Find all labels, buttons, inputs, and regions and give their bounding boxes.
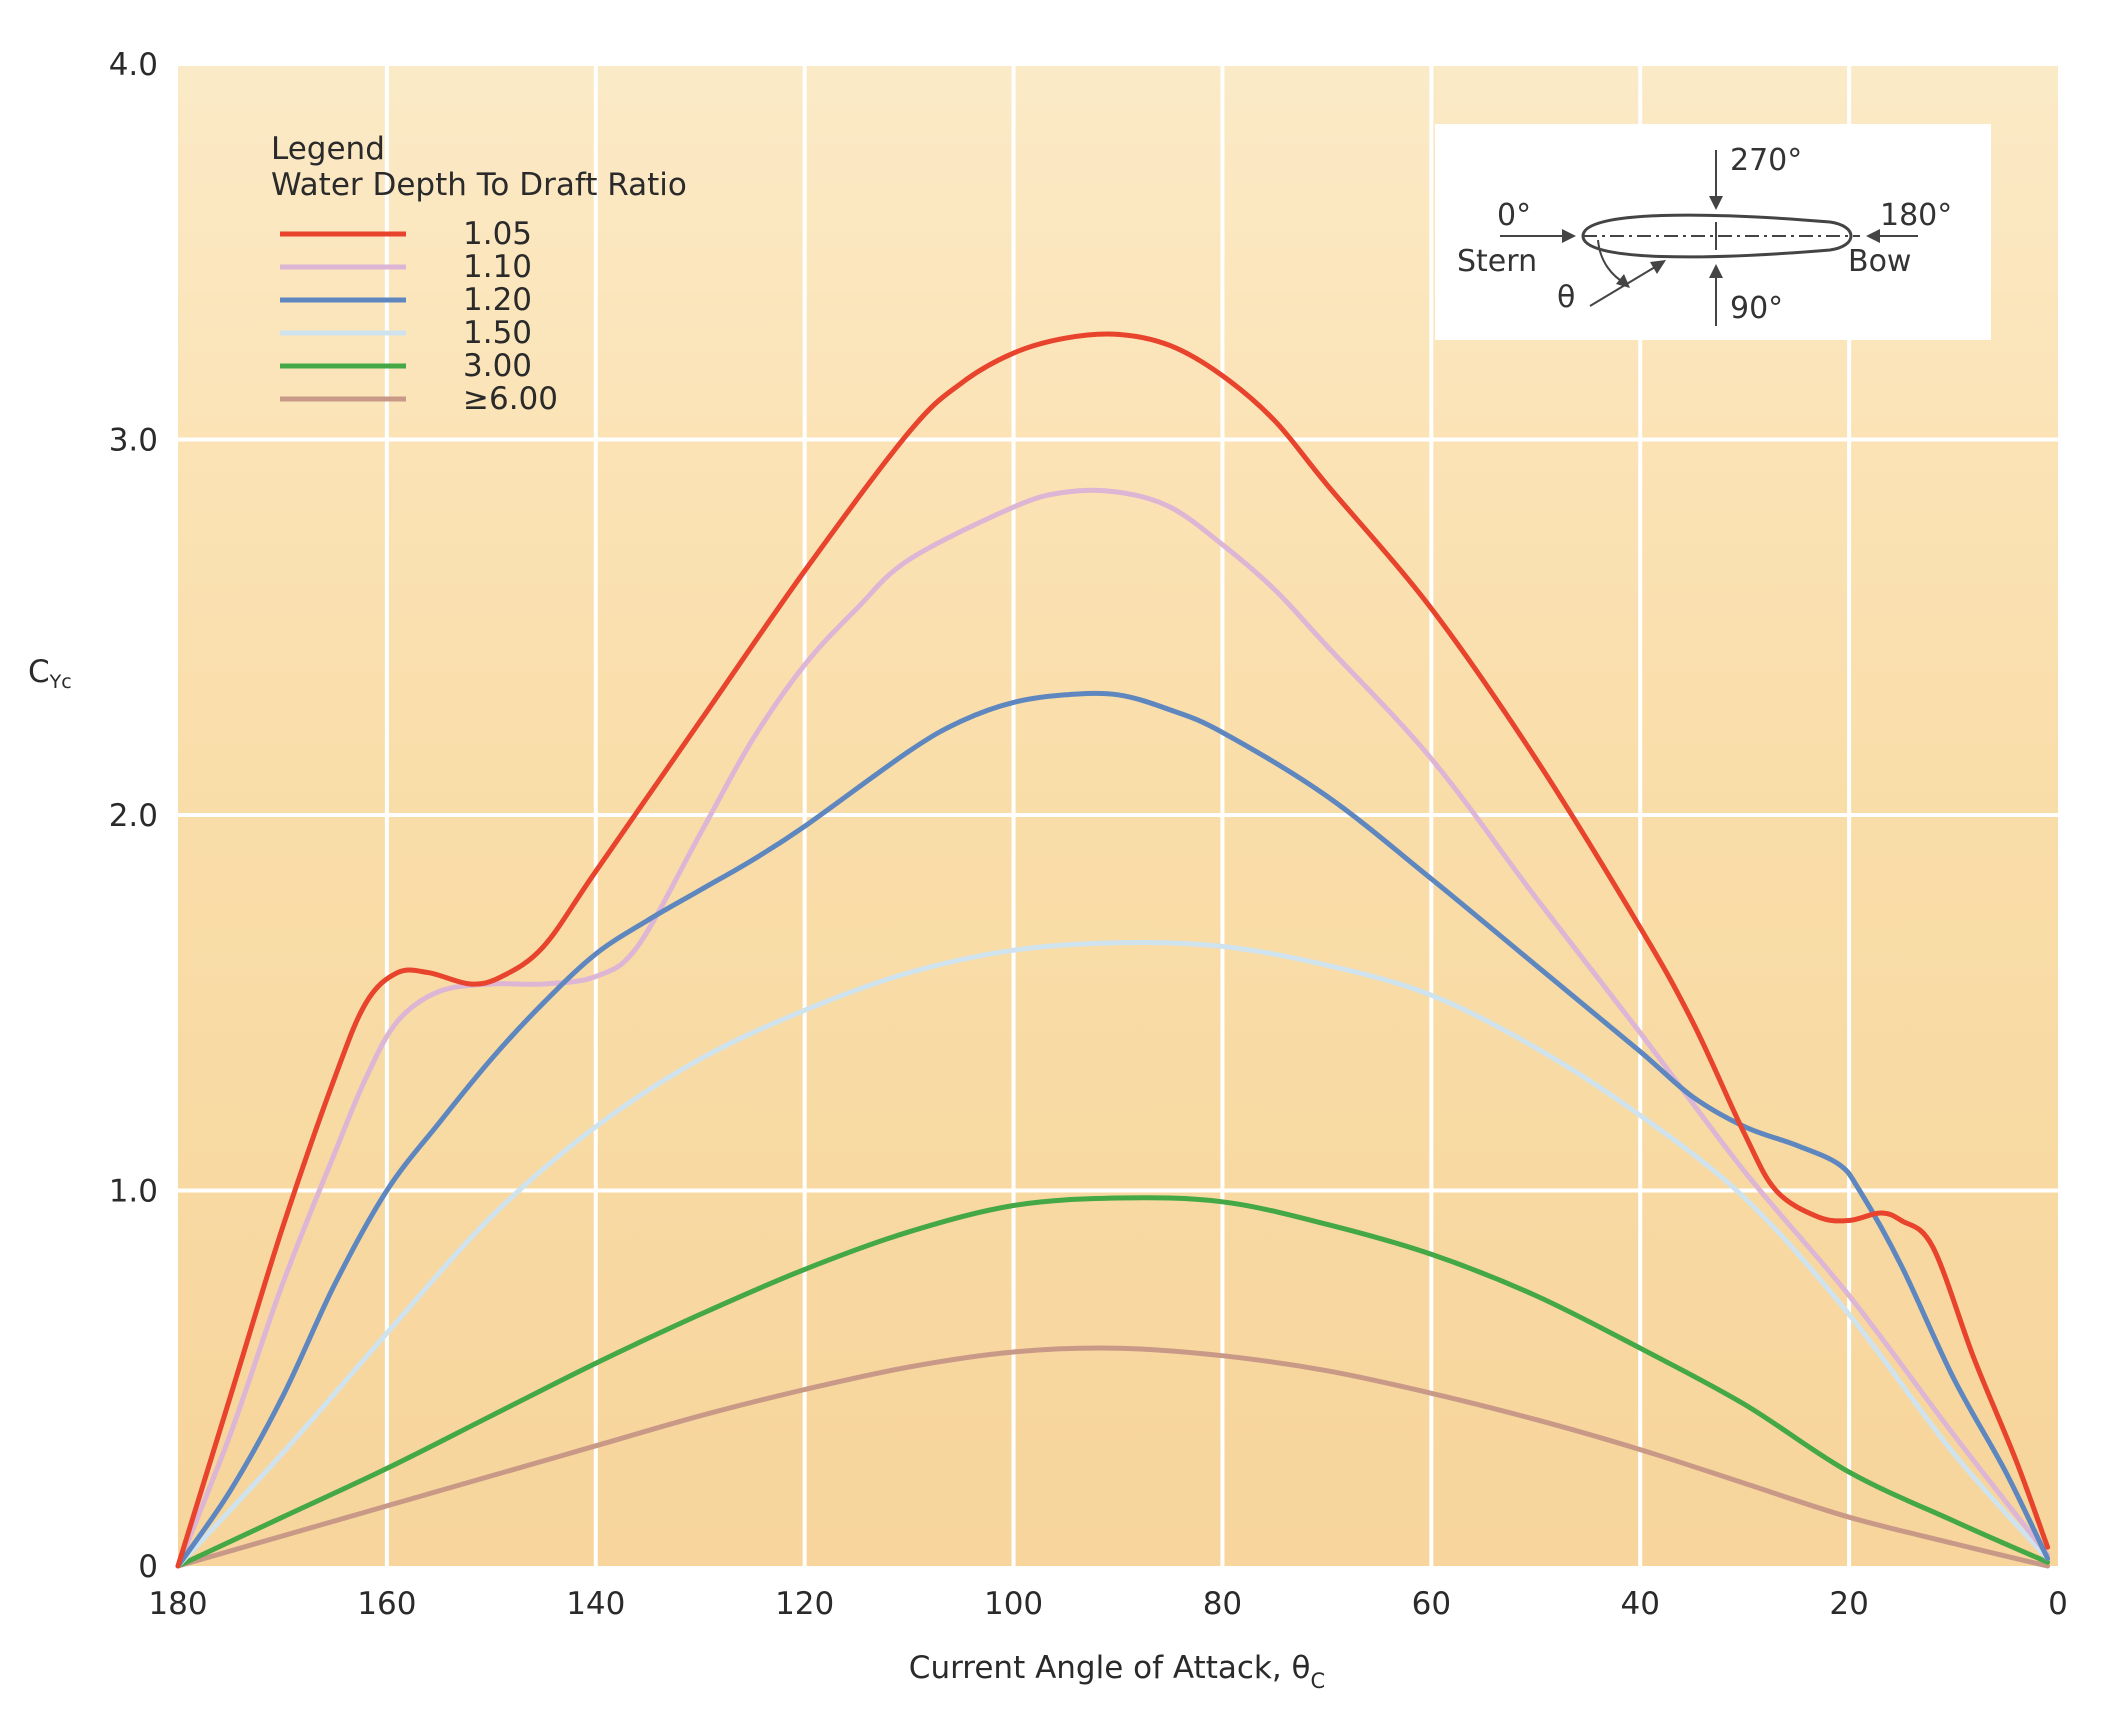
series-line-3.00 [175, 1195, 2051, 1569]
legend-label: 1.10 [463, 249, 532, 285]
x-axis-title-main: Current Angle of Attack, θ [909, 1650, 1311, 1686]
arrow-90-head-icon [1709, 264, 1723, 278]
legend-items: 1.051.101.201.503.00≥6.00 [280, 216, 558, 417]
legend-label: 1.50 [463, 315, 532, 351]
arrow-0-head-icon [1562, 229, 1576, 243]
y-tick-label: 4.0 [109, 47, 158, 83]
y-axis-title: CYc [28, 654, 72, 693]
x-axis-title-subscript: C [1311, 1669, 1326, 1693]
inset-panel [1435, 124, 1991, 340]
theta-arc-head-icon [1616, 274, 1630, 288]
arrow-theta-head-icon [1650, 260, 1666, 274]
y-tick-label: 2.0 [109, 798, 158, 834]
x-tick-label: 160 [357, 1586, 416, 1622]
inset-label-stern: Stern [1457, 244, 1537, 279]
legend-title: Legend [271, 131, 385, 167]
arrow-180-head-icon [1866, 229, 1880, 243]
series-layer [175, 331, 2051, 1569]
inset-label-90: 90° [1730, 291, 1783, 326]
x-tick-label: 120 [775, 1586, 834, 1622]
inset-label-180: 180° [1880, 198, 1952, 233]
series-line-1.05 [175, 331, 2051, 1569]
x-tick-label: 40 [1620, 1586, 1659, 1622]
inset-label-0: 0° [1497, 198, 1531, 233]
y-tick-label: 3.0 [109, 423, 158, 459]
y-axis-title-main: C [28, 654, 50, 690]
legend-label: 1.05 [463, 216, 532, 252]
legend-label: 1.20 [463, 282, 532, 318]
orientation-inset: 270° 0° 180° Stern Bow θ 90° [1435, 124, 1991, 340]
hull-outline-icon [1581, 213, 1853, 259]
inset-label-bow: Bow [1848, 244, 1911, 279]
x-axis-title: Current Angle of Attack, θC [909, 1650, 1325, 1693]
y-tick-label: 0 [138, 1549, 158, 1585]
series-line-6.00 [175, 1345, 2051, 1569]
x-tick-label: 20 [1829, 1586, 1868, 1622]
x-tick-label: 60 [1412, 1586, 1451, 1622]
legend: Legend Water Depth To Draft Ratio 1.051.… [271, 131, 687, 417]
legend-label: ≥6.00 [463, 381, 558, 417]
inset-label-theta: θ [1557, 280, 1575, 315]
inset-label-270: 270° [1730, 143, 1802, 178]
x-tick-label: 0 [2048, 1586, 2068, 1622]
y-tick-label: 1.0 [109, 1174, 158, 1210]
legend-subtitle: Water Depth To Draft Ratio [271, 167, 687, 203]
arrow-270-head-icon [1709, 196, 1723, 210]
x-tick-label: 140 [566, 1586, 625, 1622]
series-line-1.50 [175, 939, 2051, 1569]
x-tick-label: 100 [984, 1586, 1043, 1622]
series-line-1.20 [175, 690, 2051, 1569]
legend-label: 3.00 [463, 348, 532, 384]
tick-layer: 180 160 140 120 100 80 60 40 20 0 0 1.0 2.0 3.0 4.0 [109, 47, 2068, 1622]
x-tick-label: 180 [148, 1586, 207, 1622]
y-axis-title-subscript: Yc [49, 671, 72, 693]
x-tick-label: 80 [1203, 1586, 1242, 1622]
series-line-1.10 [175, 487, 2051, 1569]
